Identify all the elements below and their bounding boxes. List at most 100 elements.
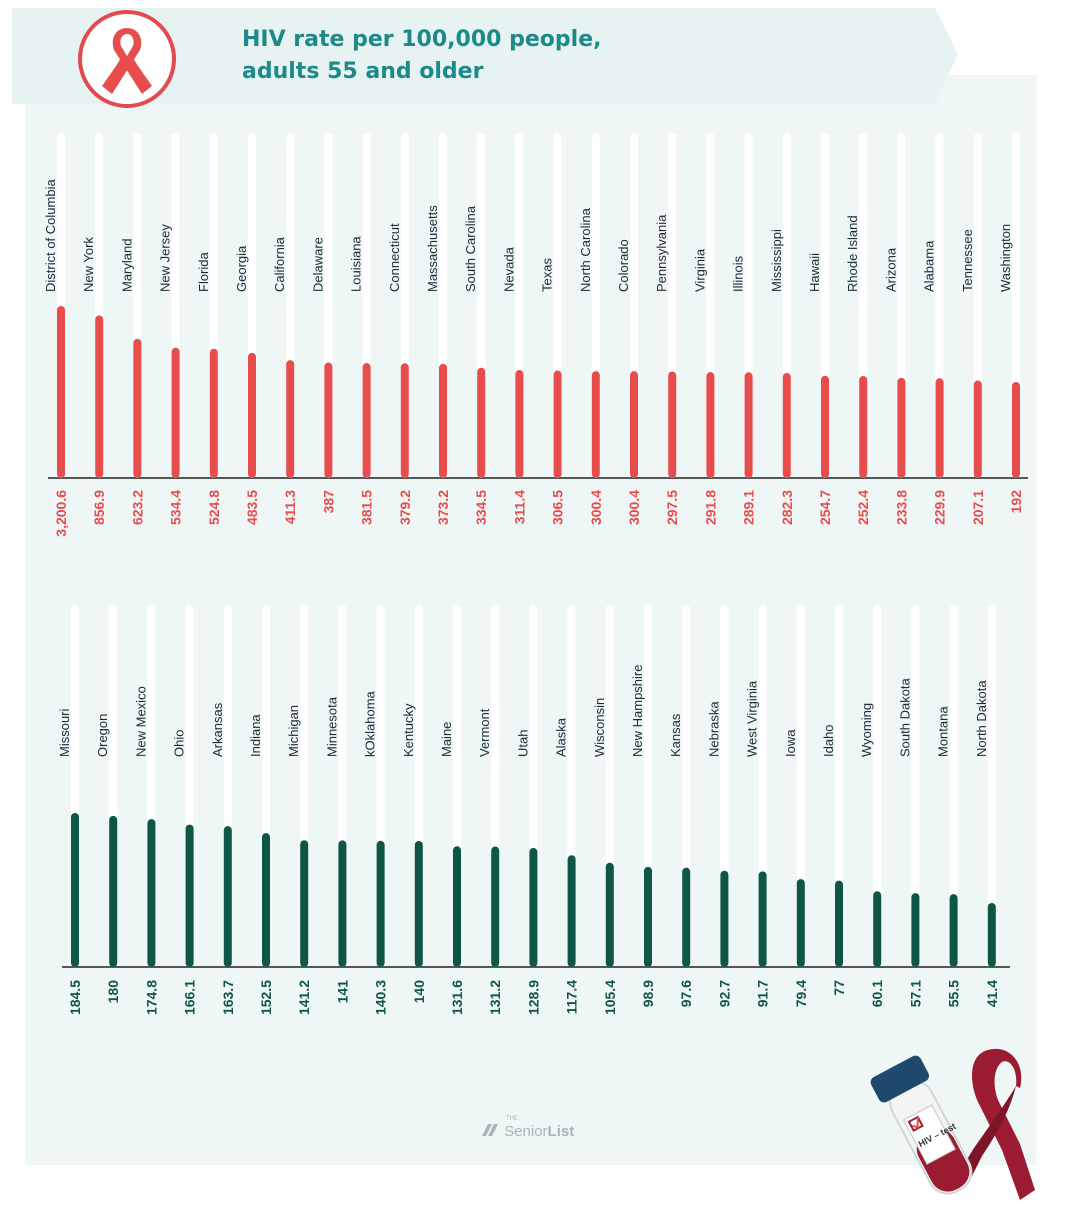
category-label: Rhode Island — [845, 215, 860, 292]
bar — [286, 360, 295, 478]
value-label: 77 — [831, 980, 847, 996]
category-label: Georgia — [234, 245, 249, 292]
bar — [1012, 382, 1020, 478]
category-label: Iowa — [783, 729, 798, 757]
category-label: Connecticut — [387, 223, 402, 292]
value-label: 140.3 — [373, 980, 389, 1015]
value-label: 300.4 — [588, 490, 604, 525]
top-bar-chart: District of Columbia 3,200.6 New York 856.9… — [43, 133, 1028, 537]
category-label: Mississippi — [769, 229, 784, 292]
value-label: 300.4 — [626, 490, 642, 525]
value-label: 297.5 — [664, 490, 680, 525]
bar-track — [873, 605, 882, 967]
bar — [71, 813, 79, 967]
value-label: 254.7 — [817, 490, 833, 525]
value-label: 524.8 — [206, 490, 222, 525]
value-label: 60.1 — [869, 980, 885, 1007]
category-label: Minnesota — [324, 696, 339, 757]
category-label: Wisconsin — [592, 698, 607, 757]
seniorlist-logo-icon — [482, 1124, 498, 1136]
value-label: 141 — [334, 980, 350, 1004]
bar — [591, 371, 600, 478]
bar — [248, 352, 256, 478]
title-line-1: HIV rate per 100,000 people, — [242, 27, 602, 52]
value-label: 166.1 — [182, 980, 198, 1015]
category-label: Washington — [998, 224, 1013, 292]
bar — [400, 363, 409, 478]
category-label: Michigan — [286, 705, 301, 757]
bar — [873, 891, 882, 967]
value-label: 91.7 — [755, 980, 771, 1007]
category-label: South Dakota — [897, 677, 912, 757]
value-label: 79.4 — [793, 980, 809, 1007]
bar — [782, 372, 791, 478]
category-label: North Carolina — [578, 207, 593, 292]
bar — [796, 879, 805, 967]
bar — [185, 824, 194, 967]
bar — [95, 315, 104, 478]
category-label: Delaware — [310, 237, 325, 292]
bar-track — [911, 605, 920, 967]
bar — [605, 862, 614, 967]
category-label: West Virginia — [745, 680, 760, 757]
value-label: 229.9 — [932, 490, 948, 525]
category-label: Arizona — [883, 247, 898, 292]
bar — [223, 826, 232, 967]
value-label: 373.2 — [435, 490, 451, 525]
logo-list: List — [547, 1123, 575, 1140]
value-label: 207.1 — [970, 490, 986, 525]
red-ribbon-icon — [78, 10, 176, 108]
value-label: 180 — [105, 980, 121, 1004]
bar — [338, 840, 347, 967]
bar — [515, 370, 524, 478]
category-label: North Dakota — [974, 680, 989, 757]
category-label: South Carolina — [463, 205, 478, 292]
value-label: 105.4 — [602, 980, 618, 1015]
bar — [414, 840, 423, 967]
bar — [859, 375, 868, 478]
category-label: Florida — [196, 251, 211, 292]
bar — [668, 371, 677, 478]
value-label: 174.8 — [143, 980, 159, 1015]
value-label: 140 — [411, 980, 427, 1004]
value-label: 41.4 — [984, 980, 1000, 1007]
category-label: Wyoming — [859, 703, 874, 757]
bar — [720, 870, 729, 967]
ribbon-icon — [972, 1048, 1035, 1200]
category-label: Oregon — [95, 714, 110, 757]
category-label: Nevada — [501, 246, 516, 292]
value-label: 291.8 — [702, 490, 718, 525]
category-label: Utah — [515, 730, 530, 757]
bar — [935, 378, 944, 478]
bar — [362, 363, 371, 478]
value-label: 379.2 — [397, 490, 413, 525]
value-label: 334.5 — [473, 490, 489, 525]
bar — [376, 840, 385, 967]
value-label: 184.5 — [67, 980, 83, 1015]
category-label: Kentucky — [401, 703, 416, 757]
seniorlist-logo: THE SeniorList — [480, 1116, 575, 1140]
value-label: 192 — [1008, 490, 1024, 514]
category-label: Montana — [936, 706, 951, 757]
category-label: Vermont — [477, 708, 492, 757]
bar — [744, 372, 753, 478]
category-label: Virginia — [692, 248, 707, 292]
category-label: Texas — [540, 258, 555, 292]
title-banner — [12, 8, 958, 104]
bar — [147, 819, 156, 967]
value-label: 483.5 — [244, 490, 260, 525]
value-label: 252.4 — [855, 490, 871, 525]
bar — [262, 833, 270, 967]
chart-title: HIV rate per 100,000 people, adults 55 a… — [242, 24, 802, 88]
bar — [897, 377, 906, 478]
category-label: Alabama — [922, 240, 937, 292]
bar — [644, 866, 652, 967]
bar — [949, 894, 958, 967]
category-label: Louisiana — [349, 236, 364, 292]
bar-track — [796, 605, 805, 967]
value-label: 534.4 — [168, 490, 184, 525]
category-label: Hawaii — [807, 253, 822, 292]
value-label: 387 — [320, 490, 336, 514]
bar — [491, 846, 500, 967]
